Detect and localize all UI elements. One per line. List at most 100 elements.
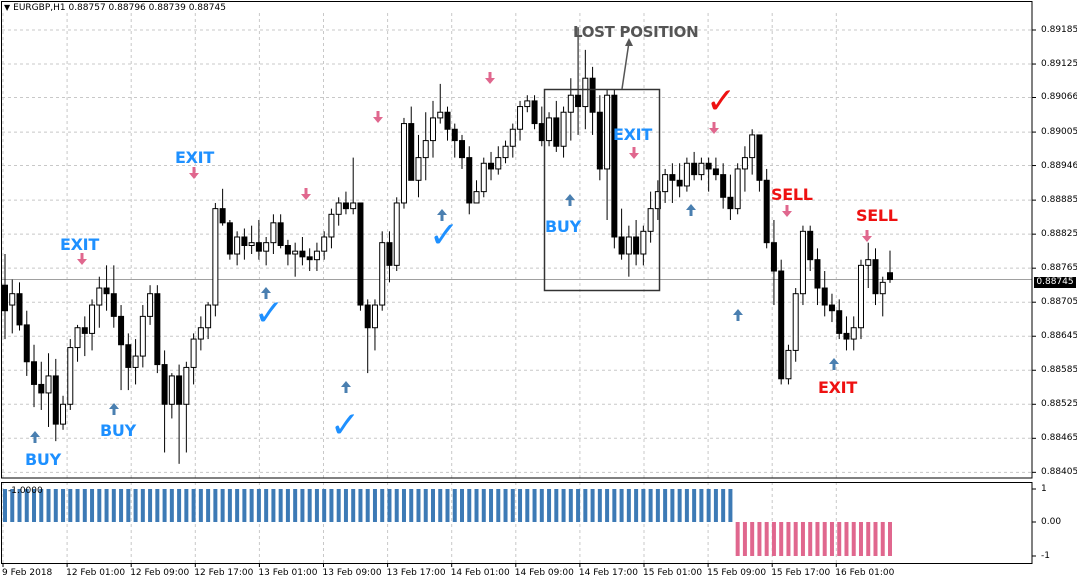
time-tick-label: 12 Feb 17:00	[194, 568, 254, 578]
indicator-bar	[568, 489, 573, 522]
candle-body	[763, 179, 770, 244]
candle-body	[444, 111, 451, 130]
candle-body	[38, 383, 45, 394]
indicator-bar	[293, 489, 298, 522]
candle	[654, 180, 661, 220]
sell-arrow-icon	[301, 188, 311, 200]
indicator-bar	[358, 489, 363, 522]
candle-body	[879, 281, 886, 295]
indicator-bar	[351, 489, 356, 522]
candle	[647, 191, 654, 243]
candle-body	[263, 242, 270, 252]
candle	[531, 95, 538, 130]
candle	[567, 78, 574, 141]
candle	[560, 106, 567, 158]
candle	[814, 248, 821, 306]
candle	[589, 66, 596, 135]
candle	[103, 265, 110, 311]
candle	[524, 95, 531, 113]
indicator-bar	[612, 489, 617, 522]
time-tick-label: 15 Feb 01:00	[643, 568, 703, 578]
indicator-bar	[728, 489, 733, 522]
candle-body	[480, 162, 487, 193]
candle	[364, 299, 371, 374]
buy-arrow-icon	[733, 309, 743, 321]
indicator-bar	[844, 522, 849, 556]
candle-body	[147, 293, 154, 317]
candle	[604, 89, 611, 220]
candle-body	[567, 94, 574, 113]
candle-body	[865, 259, 872, 266]
candle	[16, 282, 23, 331]
price-tick-label: 0.89005	[1041, 127, 1077, 138]
indicator-bar	[68, 489, 73, 522]
indicator-bar	[104, 489, 109, 522]
indicator-tick-label: 0.00	[1041, 517, 1062, 527]
checkmark-icon: ✓	[254, 293, 285, 334]
candle	[741, 146, 748, 192]
candle-body	[509, 128, 516, 147]
indicator-bar	[285, 489, 290, 522]
candle-body	[872, 259, 879, 295]
candle	[720, 163, 727, 209]
indicator-bar	[692, 489, 697, 522]
candle-body	[524, 100, 531, 108]
chart-menu-icon[interactable]: ▼	[4, 3, 11, 12]
candle	[756, 134, 763, 192]
candle-body	[502, 145, 509, 159]
candle	[321, 231, 328, 260]
candle	[386, 231, 393, 283]
candle	[270, 214, 277, 255]
candle	[437, 83, 444, 124]
candle-body	[52, 375, 59, 425]
candle	[400, 117, 407, 209]
candle-body	[604, 94, 611, 170]
candle-body	[386, 242, 393, 266]
candle	[662, 168, 669, 203]
candle-body	[596, 111, 603, 170]
sell-arrow-icon	[862, 230, 872, 242]
candle-body	[103, 287, 110, 295]
candle	[727, 174, 734, 220]
candle-body	[277, 222, 284, 247]
candle-body	[654, 191, 661, 210]
candle-body	[125, 344, 132, 368]
indicator-bar	[39, 489, 44, 522]
candle	[38, 361, 45, 410]
indicator-bar	[532, 489, 537, 522]
candle	[328, 208, 335, 249]
candle	[371, 299, 378, 351]
indicator-bar	[148, 489, 153, 522]
candle-body	[255, 242, 262, 252]
price-tick-label: 0.88885	[1041, 195, 1077, 206]
candle-body	[234, 236, 241, 255]
candle-body	[473, 191, 480, 204]
candle	[81, 316, 88, 357]
checkmark-icon: ✓	[429, 215, 460, 256]
chart-title-text: EURGBP,H1 0.88757 0.88796 0.88739 0.8874…	[13, 3, 226, 13]
indicator-bar	[416, 489, 421, 522]
indicator-bar	[503, 489, 508, 522]
candle-body	[60, 403, 67, 425]
indicator-bar	[648, 489, 653, 522]
candle	[517, 100, 524, 141]
candle	[205, 302, 212, 340]
candle-body	[299, 250, 306, 258]
indicator-bar	[235, 489, 240, 522]
candle-body	[2, 284, 8, 312]
time-tick-label: 12 Feb 01:00	[66, 568, 126, 578]
candle	[676, 163, 683, 198]
price-tick-label: 0.88765	[1041, 263, 1077, 274]
indicator-bar	[539, 489, 544, 522]
indicator-pane-border	[1, 482, 1033, 564]
candle-body	[219, 208, 226, 224]
candle-body	[284, 245, 291, 255]
price-tick-label: 0.88585	[1041, 365, 1077, 376]
candle-body	[183, 366, 190, 405]
candle-body	[698, 162, 705, 176]
indicator-bar	[336, 489, 341, 522]
indicator-bar	[126, 489, 131, 522]
sell-label: SELL	[771, 185, 813, 204]
